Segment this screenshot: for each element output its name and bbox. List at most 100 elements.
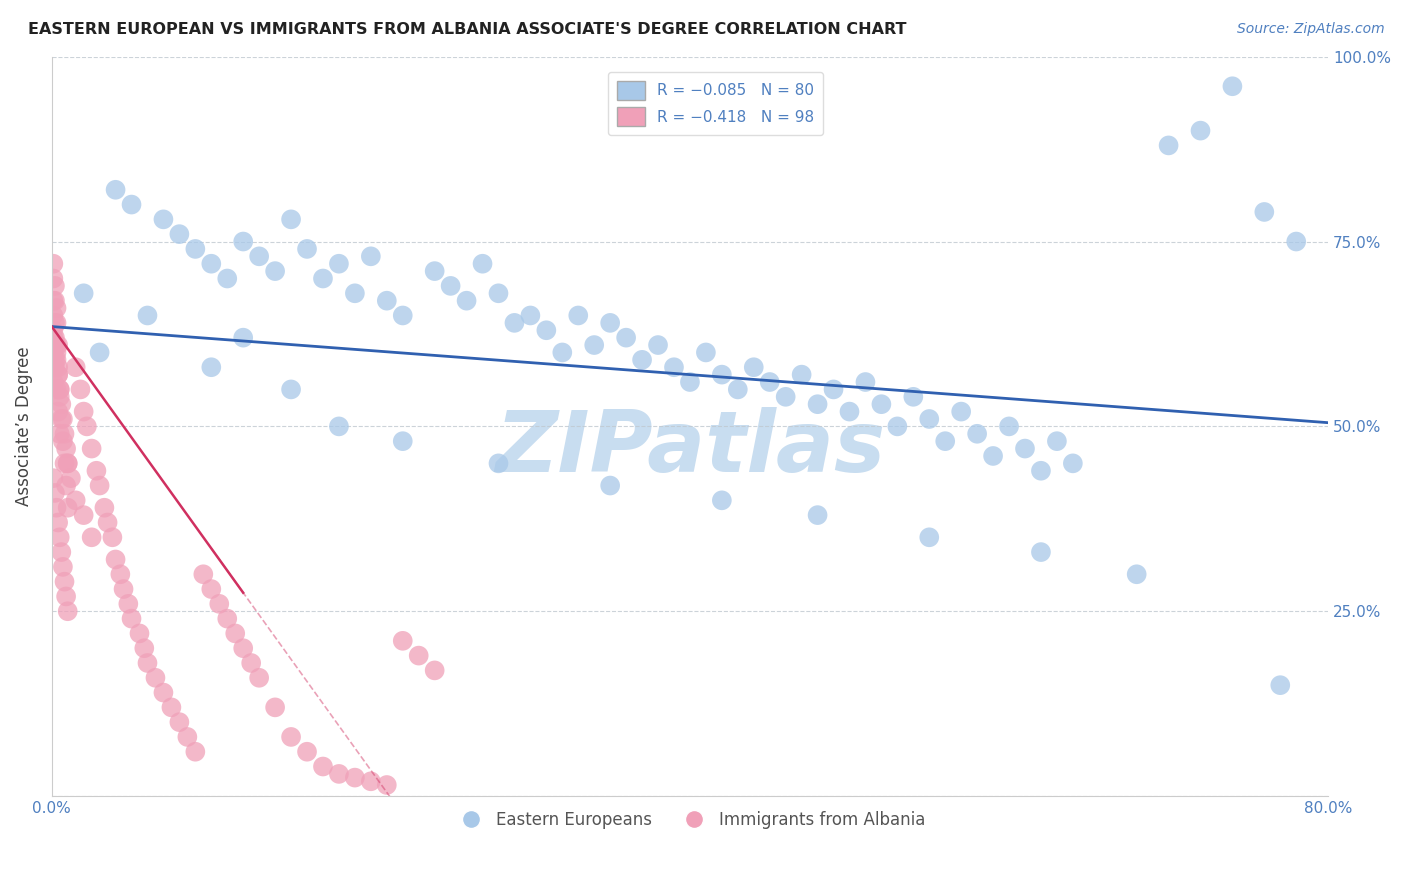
Point xyxy=(42,331,65,345)
Point xyxy=(52,560,75,574)
Point xyxy=(679,375,702,389)
Point xyxy=(45,316,67,330)
Point xyxy=(65,360,87,375)
Point xyxy=(200,257,222,271)
Point xyxy=(934,434,956,449)
Point xyxy=(52,434,75,449)
Point xyxy=(1014,442,1036,456)
Point xyxy=(65,493,87,508)
Point xyxy=(328,257,350,271)
Point xyxy=(280,212,302,227)
Point xyxy=(1270,678,1292,692)
Point xyxy=(46,368,69,382)
Point xyxy=(44,316,66,330)
Text: Source: ZipAtlas.com: Source: ZipAtlas.com xyxy=(1237,22,1385,37)
Point xyxy=(1157,138,1180,153)
Point xyxy=(136,656,159,670)
Point xyxy=(1062,456,1084,470)
Point xyxy=(44,338,66,352)
Point xyxy=(42,375,65,389)
Point xyxy=(232,641,254,656)
Point xyxy=(89,478,111,492)
Text: ZIPatlas: ZIPatlas xyxy=(495,407,884,490)
Point xyxy=(217,271,239,285)
Point xyxy=(903,390,925,404)
Point xyxy=(1285,235,1308,249)
Point xyxy=(1189,123,1212,137)
Point xyxy=(264,264,287,278)
Point xyxy=(775,390,797,404)
Point xyxy=(56,604,79,618)
Point xyxy=(823,383,845,397)
Point xyxy=(456,293,478,308)
Point xyxy=(391,434,413,449)
Point xyxy=(360,774,382,789)
Point xyxy=(73,404,96,418)
Point xyxy=(45,500,67,515)
Point xyxy=(614,331,637,345)
Point xyxy=(695,345,717,359)
Point xyxy=(48,383,70,397)
Point xyxy=(200,582,222,596)
Point xyxy=(45,301,67,315)
Point xyxy=(59,471,82,485)
Point xyxy=(46,404,69,418)
Point xyxy=(97,516,120,530)
Point xyxy=(471,257,494,271)
Point xyxy=(375,778,398,792)
Point xyxy=(918,412,941,426)
Point xyxy=(46,516,69,530)
Point xyxy=(117,597,139,611)
Point xyxy=(1125,567,1147,582)
Point xyxy=(53,456,76,470)
Point xyxy=(145,671,167,685)
Point xyxy=(408,648,430,663)
Point xyxy=(375,293,398,308)
Point xyxy=(998,419,1021,434)
Point xyxy=(360,249,382,263)
Point xyxy=(423,264,446,278)
Point xyxy=(48,530,70,544)
Point xyxy=(152,685,174,699)
Point xyxy=(104,552,127,566)
Point xyxy=(51,545,73,559)
Point xyxy=(855,375,877,389)
Point xyxy=(152,212,174,227)
Point xyxy=(599,316,621,330)
Point xyxy=(176,730,198,744)
Point xyxy=(45,338,67,352)
Point xyxy=(312,271,335,285)
Point xyxy=(45,352,67,367)
Point xyxy=(169,715,191,730)
Point xyxy=(599,478,621,492)
Point xyxy=(328,419,350,434)
Point xyxy=(80,442,103,456)
Point xyxy=(46,338,69,352)
Point xyxy=(806,397,828,411)
Point xyxy=(343,771,366,785)
Point xyxy=(662,360,685,375)
Point xyxy=(1253,205,1275,219)
Point xyxy=(101,530,124,544)
Point xyxy=(86,464,108,478)
Point xyxy=(44,360,66,375)
Point xyxy=(184,745,207,759)
Point xyxy=(1029,545,1052,559)
Point xyxy=(870,397,893,411)
Point xyxy=(232,235,254,249)
Point xyxy=(160,700,183,714)
Point xyxy=(73,508,96,522)
Point xyxy=(423,664,446,678)
Point xyxy=(42,293,65,308)
Point xyxy=(42,471,65,485)
Point xyxy=(264,700,287,714)
Point xyxy=(80,530,103,544)
Point xyxy=(55,590,77,604)
Point xyxy=(240,656,263,670)
Text: EASTERN EUROPEAN VS IMMIGRANTS FROM ALBANIA ASSOCIATE'S DEGREE CORRELATION CHART: EASTERN EUROPEAN VS IMMIGRANTS FROM ALBA… xyxy=(28,22,907,37)
Point xyxy=(46,368,69,382)
Point xyxy=(247,671,270,685)
Point xyxy=(44,331,66,345)
Point xyxy=(55,442,77,456)
Point xyxy=(42,345,65,359)
